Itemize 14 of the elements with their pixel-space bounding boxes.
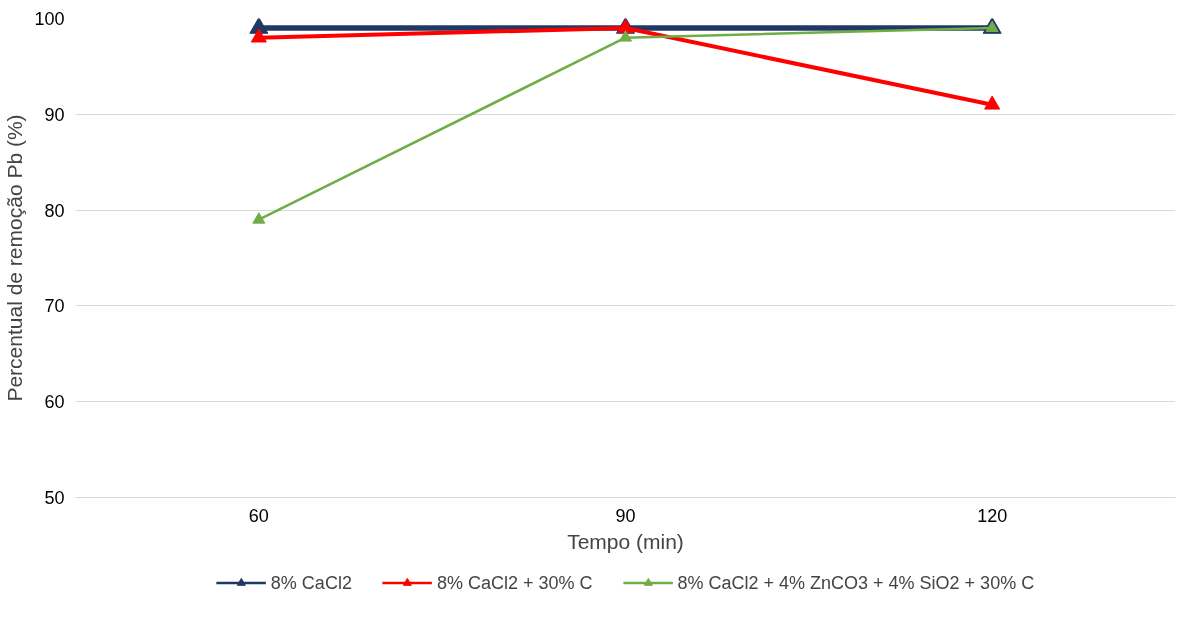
x-tick-label: 60 bbox=[248, 505, 269, 526]
legend-label: 8% CaCl2 bbox=[270, 572, 352, 593]
y-tick-label: 100 bbox=[34, 9, 65, 29]
x-axis-title: Tempo (min) bbox=[567, 529, 684, 553]
y-tick-label: 80 bbox=[44, 200, 65, 221]
legend-label: 8% CaCl2 + 4% ZnCO3 + 4% SiO2 + 30% C bbox=[677, 572, 1035, 593]
y-tick-label: 60 bbox=[44, 392, 65, 413]
y-tick-label: 90 bbox=[44, 104, 65, 125]
x-tick-label: 90 bbox=[615, 505, 636, 526]
y-axis-title: Percentual de remoção Pb (%) bbox=[3, 114, 27, 402]
legend-label: 8% CaCl2 + 30% C bbox=[436, 572, 593, 593]
y-tick-label: 50 bbox=[44, 488, 65, 508]
x-tick-label: 120 bbox=[977, 505, 1008, 526]
y-tick-label: 70 bbox=[44, 296, 65, 317]
